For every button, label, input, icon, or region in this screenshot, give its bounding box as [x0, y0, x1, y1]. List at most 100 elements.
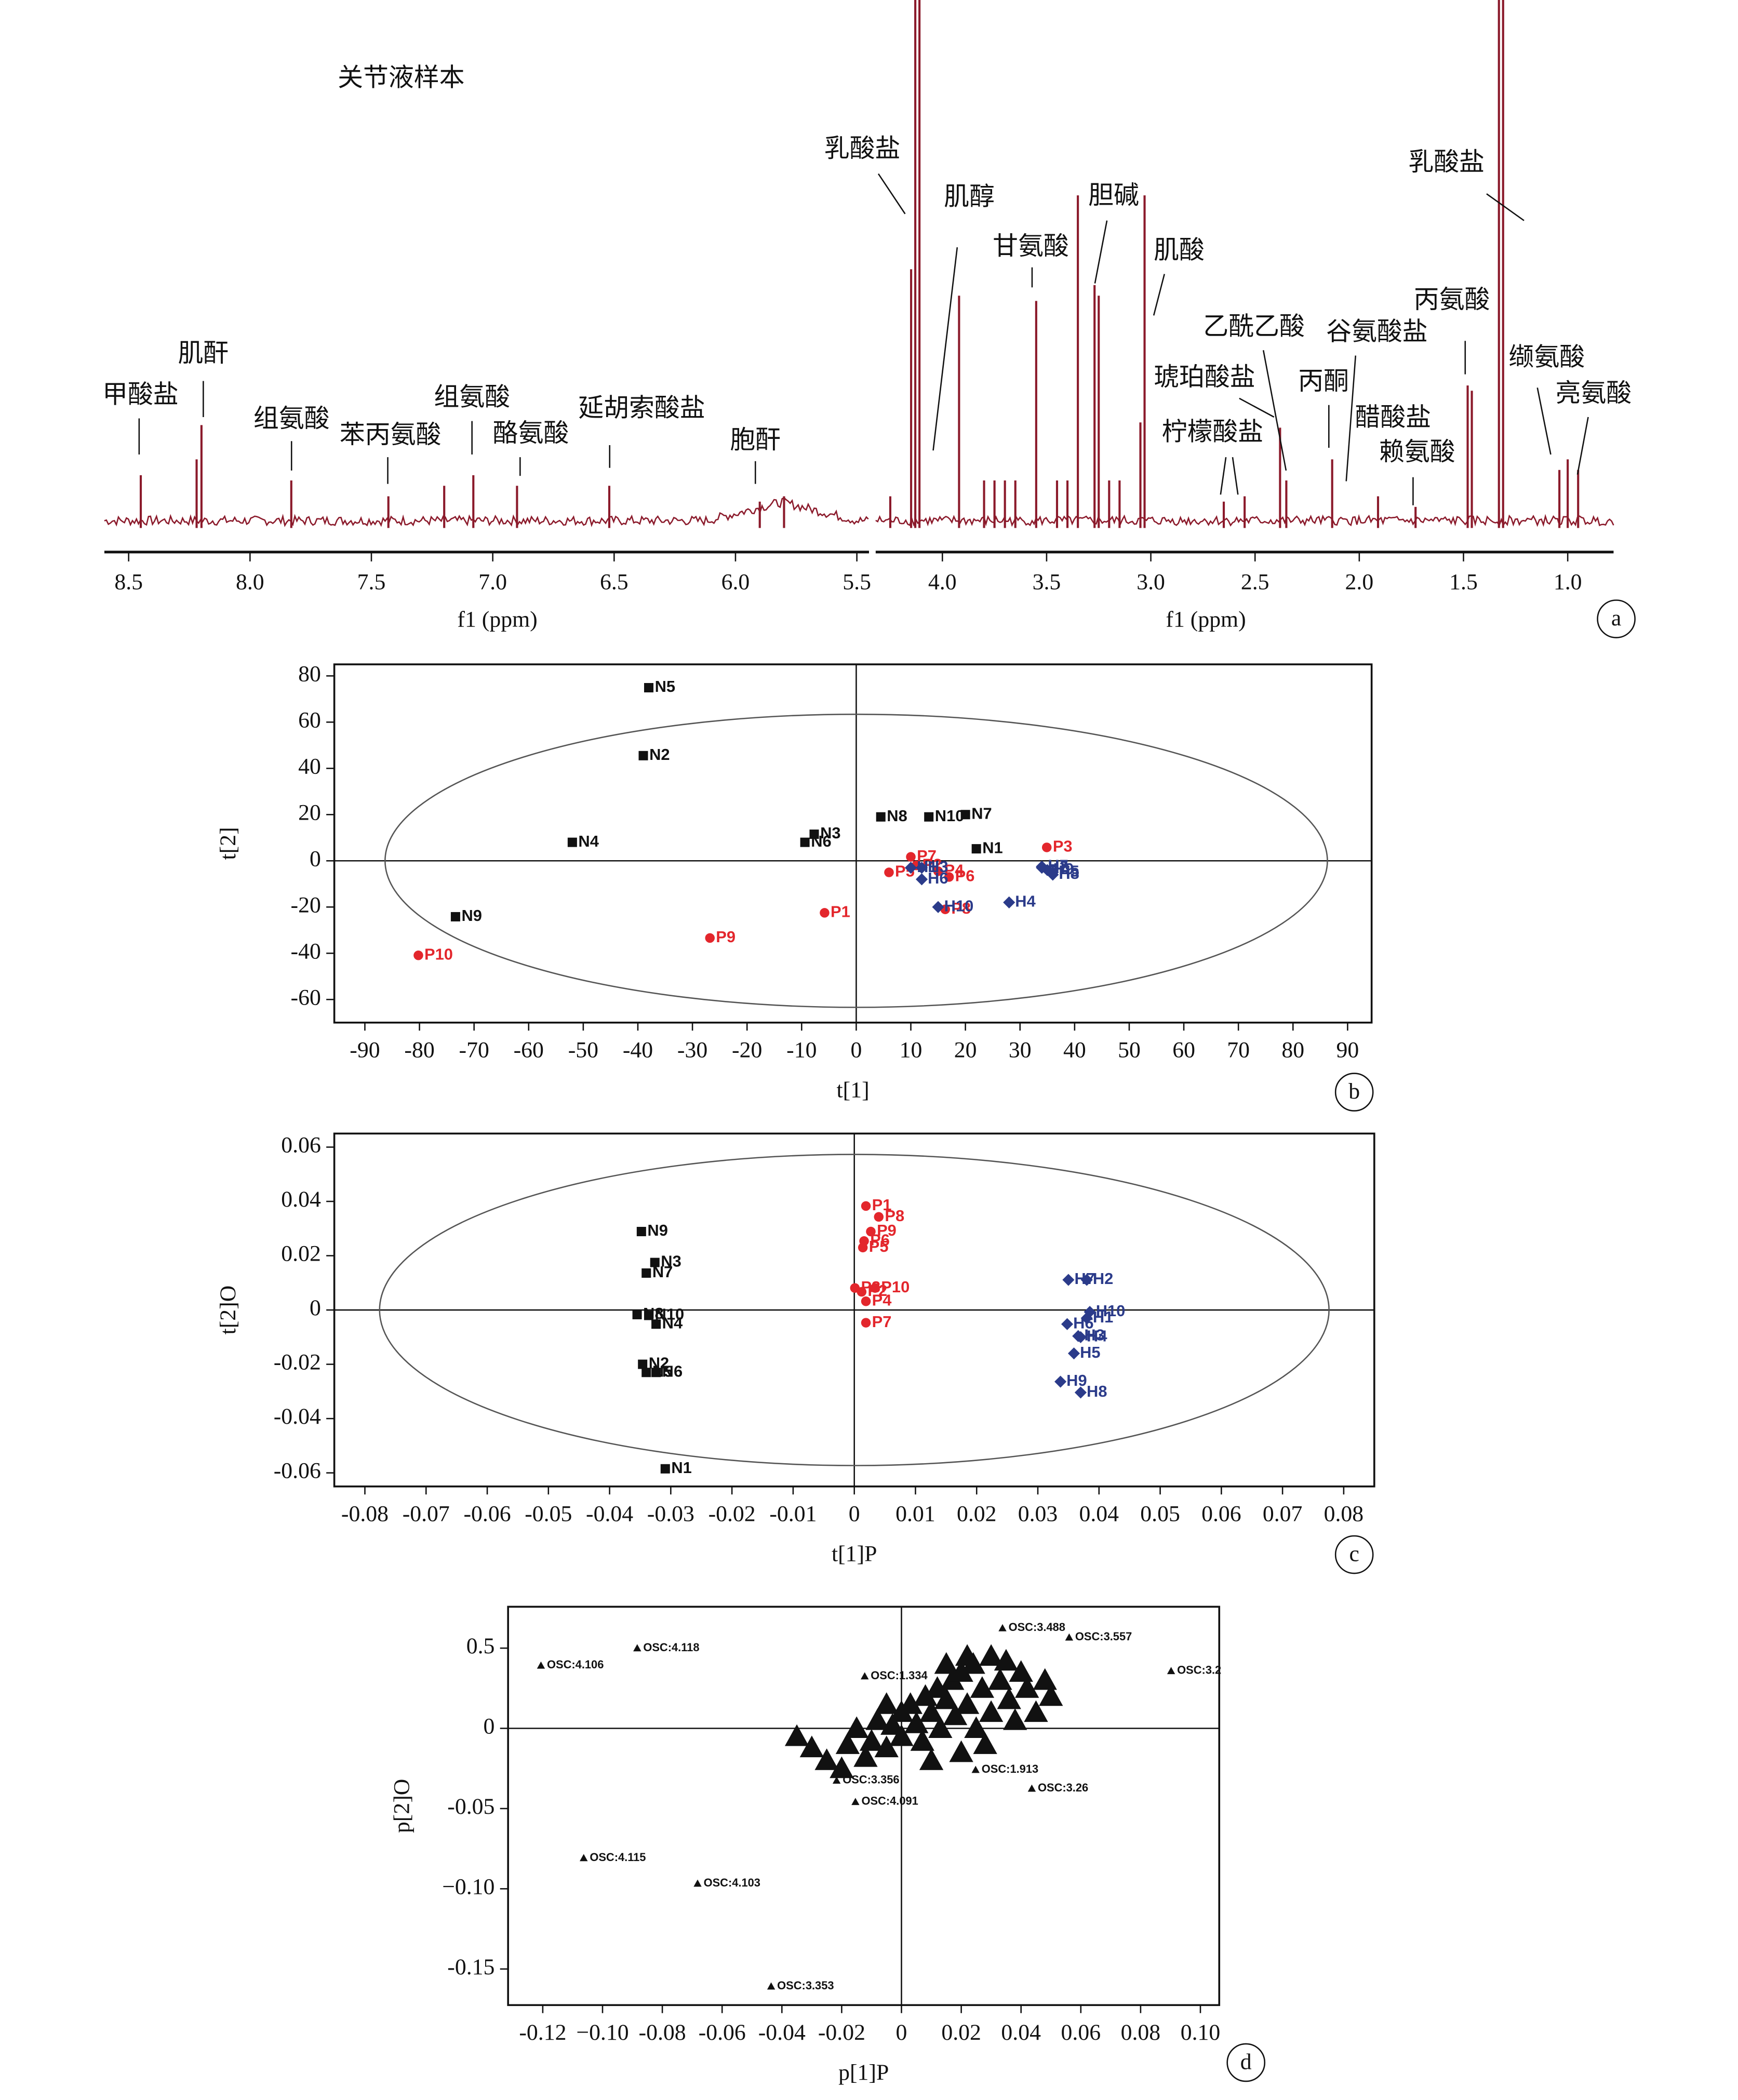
- marker: [933, 866, 943, 876]
- x-tick-label: 40: [1063, 1037, 1086, 1062]
- x-tick-label: 0.02: [941, 2020, 981, 2045]
- x-tick-label: 0.08: [1121, 2020, 1161, 2045]
- marker: [845, 1716, 869, 1738]
- point-label: P6: [955, 867, 975, 885]
- point-label: N8: [887, 807, 907, 825]
- x-tick-label: 2.0: [1345, 570, 1374, 595]
- peak-annotation: 丙氨酸: [1414, 285, 1490, 314]
- x-tick-label: 80: [1281, 1037, 1304, 1062]
- y-tick-label: 80: [298, 661, 321, 686]
- marker: [932, 901, 944, 913]
- marker: [861, 1201, 871, 1211]
- point-label: OSC:1.334: [871, 1669, 928, 1682]
- peak-annotation: 肌酸: [1154, 236, 1205, 264]
- marker: [943, 1703, 968, 1726]
- marker: [1041, 842, 1052, 852]
- marker: [1024, 1700, 1048, 1722]
- point-label: H7: [1074, 1269, 1094, 1288]
- x-tick-label: -20: [732, 1037, 762, 1062]
- y-tick-label: 0.02: [281, 1241, 321, 1266]
- panel-circle: [1334, 1535, 1374, 1574]
- marker: [1003, 1708, 1027, 1730]
- x-tick-label: -0.12: [519, 2020, 566, 2045]
- x-tick-label: -0.02: [708, 1501, 756, 1526]
- y-axis-label: t[2]O: [216, 1286, 240, 1335]
- peak-annotation: 缬氨酸: [1508, 342, 1585, 371]
- x-tick-label: -0.04: [586, 1501, 633, 1526]
- x-tick-label: 0: [849, 1501, 860, 1526]
- peak-annotation: 赖氨酸: [1379, 437, 1455, 466]
- peak-annotation: 组氨酸: [253, 404, 330, 433]
- point-label: P8: [885, 1207, 904, 1225]
- y-tick-label: 40: [298, 754, 321, 779]
- x-tick-label: -0.08: [639, 2020, 686, 2045]
- marker: [1167, 1667, 1175, 1675]
- x-tick-label: -90: [350, 1037, 380, 1062]
- marker: [537, 1661, 545, 1669]
- marker: [641, 1268, 651, 1278]
- marker: [636, 1227, 646, 1237]
- point-label: N5: [655, 677, 675, 695]
- marker: [638, 751, 648, 760]
- marker: [660, 1464, 670, 1474]
- annotation-pointer: [1262, 350, 1287, 471]
- x-tick-label: 30: [1009, 1037, 1032, 1062]
- marker: [632, 1309, 642, 1319]
- y-tick-label: 0: [310, 846, 321, 871]
- point-label: N3: [820, 824, 840, 842]
- marker: [767, 1982, 776, 1990]
- point-label: N6: [662, 1362, 683, 1380]
- y-tick-label: −0.10: [442, 1874, 494, 1899]
- marker: [450, 912, 460, 921]
- marker: [997, 1687, 1021, 1709]
- point-label: H2: [1093, 1269, 1113, 1288]
- x-tick-label: 90: [1336, 1037, 1359, 1062]
- x-tick-label: 0.07: [1263, 1501, 1303, 1526]
- marker: [861, 1318, 871, 1328]
- x-tick-label: 5.5: [843, 570, 871, 595]
- point-label: P1: [831, 903, 850, 921]
- marker: [994, 1649, 1019, 1671]
- marker: [919, 1748, 944, 1770]
- marker: [919, 1700, 944, 1722]
- point-label: N7: [652, 1263, 673, 1281]
- x-tick-label: -50: [568, 1037, 598, 1062]
- marker: [567, 837, 577, 847]
- x-tick-label: 70: [1227, 1037, 1250, 1062]
- marker: [870, 1283, 880, 1293]
- x-tick-label: −0.10: [576, 2020, 629, 2045]
- x-tick-label: 0: [896, 2020, 907, 2045]
- marker: [638, 1359, 648, 1369]
- point-label: P7: [917, 847, 937, 865]
- point-label: P1: [872, 1196, 892, 1214]
- marker: [809, 830, 819, 839]
- marker: [705, 933, 715, 943]
- x-tick-label: -30: [677, 1037, 707, 1062]
- y-tick-label: 0.5: [466, 1634, 495, 1658]
- marker: [906, 852, 916, 862]
- point-label: H4: [1015, 892, 1035, 911]
- point-label: N3: [661, 1252, 681, 1270]
- marker: [904, 862, 917, 874]
- x-tick-label: 0.10: [1181, 2020, 1221, 2045]
- x-tick-label: 3.5: [1033, 570, 1061, 595]
- point-label: OSC:3.557: [1075, 1630, 1132, 1643]
- confidence-ellipse: [384, 713, 1328, 1008]
- marker: [934, 1652, 958, 1674]
- y-tick-label: -0.15: [447, 1955, 494, 1979]
- peak-annotation: 丙酮: [1298, 367, 1349, 395]
- point-label: OSC:3.26: [1038, 1781, 1088, 1794]
- marker: [949, 1660, 973, 1682]
- point-label: OSC:4.115: [590, 1851, 646, 1864]
- marker: [928, 1716, 953, 1738]
- marker: [960, 810, 970, 820]
- marker: [898, 1692, 923, 1714]
- marker: [851, 1798, 860, 1805]
- x-tick-label: -70: [459, 1037, 489, 1062]
- x-tick-label: 0.04: [1079, 1501, 1119, 1526]
- marker: [784, 1724, 809, 1746]
- peak-annotation: 乳酸盐: [824, 134, 901, 163]
- peak-annotation: 酪氨酸: [493, 419, 569, 447]
- annotation-pointer: [1153, 274, 1165, 316]
- peak-annotation: 胆碱: [1088, 181, 1139, 209]
